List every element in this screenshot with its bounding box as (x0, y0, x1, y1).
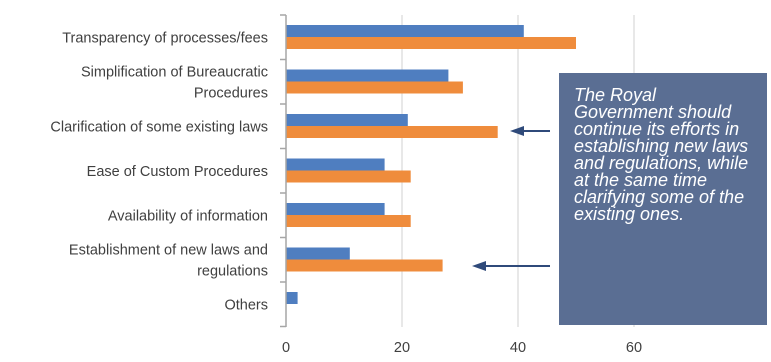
bar-series1-cat4 (286, 158, 385, 171)
x-tick-label: 40 (510, 340, 526, 356)
x-tick-label: 60 (626, 340, 642, 356)
bar-series1-cat1 (286, 25, 524, 37)
category-label: Simplification of Bureaucratic (81, 64, 268, 80)
x-tick-label: 0 (282, 340, 290, 356)
bar-series2-cat4 (286, 170, 411, 183)
bar-series2-cat5 (286, 215, 411, 227)
callout-box: The Royal Government should continue its… (559, 73, 767, 325)
callout-arrow-head (510, 126, 524, 136)
bar-series2-cat1 (286, 37, 576, 49)
x-tick-label: 20 (394, 340, 410, 356)
category-label: Others (224, 297, 268, 313)
category-label: Procedures (194, 85, 268, 101)
bar-series1-cat5 (286, 203, 385, 215)
category-label: regulations (197, 263, 268, 279)
bar-series1-cat2 (286, 69, 449, 82)
category-label: Availability of information (108, 208, 268, 224)
category-label: Clarification of some existing laws (50, 119, 268, 135)
bar-series1-cat6 (286, 247, 350, 260)
bar-series2-cat6 (286, 259, 443, 272)
category-label: Transparency of processes/fees (62, 30, 268, 46)
bar-series1-cat7 (286, 292, 298, 304)
bar-series1-cat3 (286, 114, 408, 126)
bar-series2-cat2 (286, 81, 463, 94)
category-label: Establishment of new laws and (69, 242, 268, 258)
callout-text: The Royal Government should continue its… (574, 85, 749, 224)
callout-arrow-head (472, 261, 486, 271)
bar-series2-cat3 (286, 126, 498, 138)
category-label: Ease of Custom Procedures (87, 164, 268, 180)
